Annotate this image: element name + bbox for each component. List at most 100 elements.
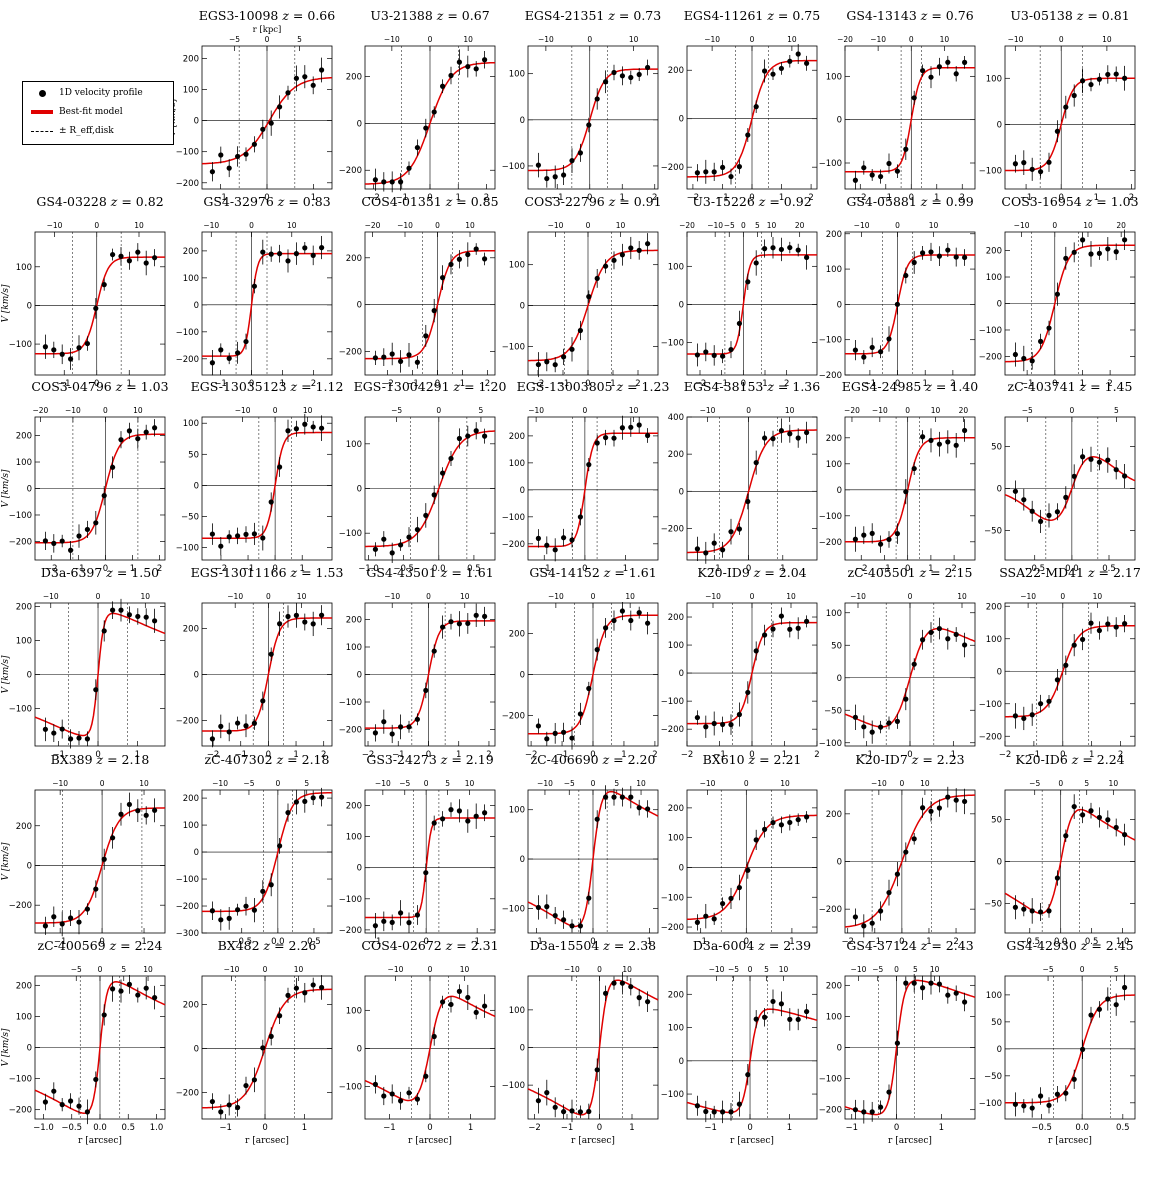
data-point xyxy=(243,897,248,916)
data-point xyxy=(620,788,625,807)
data-point xyxy=(415,356,420,369)
panel-frame xyxy=(365,790,495,933)
y-tick-label: 0 xyxy=(194,301,199,311)
panel-title: EGS4-38153 z = 1.36 xyxy=(684,379,820,394)
data-point xyxy=(118,247,123,266)
kpc-tick-label: 0 xyxy=(597,965,602,974)
kpc-tick-label: 5 xyxy=(445,779,450,788)
data-point xyxy=(482,253,487,266)
y-tick-label: 100 xyxy=(16,1012,32,1022)
data-point xyxy=(720,349,725,363)
kpc-tick-label: −10 xyxy=(705,592,721,601)
y-tick-label: 100 xyxy=(986,273,1002,283)
kpc-tick-label: 10 xyxy=(133,406,143,415)
data-point xyxy=(603,986,608,1001)
panel-title: GS4-43501 z = 1.61 xyxy=(366,565,493,580)
data-point xyxy=(628,237,633,259)
kpc-tick-label: −10 xyxy=(203,221,219,230)
kpc-tick-label: 0 xyxy=(275,779,280,788)
red-line-icon xyxy=(31,110,53,114)
data-point xyxy=(51,724,56,742)
x-tick-label: 0.5 xyxy=(121,1123,135,1133)
y-tick-label: 0 xyxy=(27,861,32,871)
kpc-tick-label: 10 xyxy=(1102,35,1112,44)
panel-EGS4-38153: EGS4-38153 z = 1.36−1 0 1−2000200400−10 0 10 xyxy=(661,379,821,574)
y-tick-label: 50 xyxy=(991,1018,1002,1028)
panel-title: GS4-32976 z = 0.83 xyxy=(203,194,330,209)
data-point xyxy=(381,710,386,734)
data-point xyxy=(218,147,223,164)
kpc-tick-label: 20 xyxy=(959,406,969,415)
kpc-tick-label: −10 xyxy=(850,592,866,601)
kpc-tick-label: 10 xyxy=(465,779,475,788)
y-tick-label: 100 xyxy=(346,833,362,843)
data-point xyxy=(474,803,479,828)
y-tick-label: −100 xyxy=(502,904,525,914)
data-point xyxy=(440,811,445,826)
data-point xyxy=(227,530,232,543)
panel-title: GS4-37124 z = 2.43 xyxy=(846,938,973,953)
data-point xyxy=(804,56,809,71)
kpc-tick-label: −5 xyxy=(1029,779,1040,788)
y-axis-label: V [km/s] xyxy=(1,469,11,508)
kpc-tick-label: 5 xyxy=(764,965,769,974)
data-point xyxy=(285,605,290,627)
data-point xyxy=(465,613,470,634)
data-point xyxy=(611,65,616,80)
y-tick-label: −200 xyxy=(176,355,199,365)
y-tick-label: 100 xyxy=(346,643,362,653)
data-point xyxy=(886,880,891,906)
data-point xyxy=(695,343,700,366)
data-point xyxy=(210,901,215,919)
data-point xyxy=(1038,903,1043,921)
kpc-tick-label: 0 xyxy=(909,35,914,44)
kpc-tick-label: −10 xyxy=(564,965,580,974)
data-point xyxy=(440,79,445,93)
kpc-tick-label: −10 xyxy=(1020,592,1036,601)
kpc-tick-label: −10 xyxy=(397,221,413,230)
y-tick-label: 50 xyxy=(991,815,1002,825)
kpc-tick-label: 0 xyxy=(746,406,751,415)
data-point xyxy=(227,159,232,177)
data-point xyxy=(448,614,453,630)
data-point xyxy=(770,68,775,80)
y-tick-label: 0 xyxy=(520,671,525,681)
y-tick-label: 100 xyxy=(16,636,32,646)
data-point xyxy=(406,1087,411,1099)
y-tick-label: 100 xyxy=(509,1006,525,1016)
data-point xyxy=(1114,66,1119,81)
x-tick-label: −1 xyxy=(704,1123,717,1133)
data-point xyxy=(544,169,549,187)
legend-label-reff: ± R_eff,disk xyxy=(59,126,114,136)
x-tick-label: 0 xyxy=(747,1123,752,1133)
data-point xyxy=(645,428,650,443)
data-point xyxy=(60,720,65,739)
kpc-tick-label: 0 xyxy=(266,592,271,601)
data-point xyxy=(1122,615,1127,632)
data-point xyxy=(235,904,240,916)
kpc-tick-label: 10 xyxy=(460,965,470,974)
data-point xyxy=(1013,1092,1018,1116)
data-point xyxy=(645,60,650,76)
data-point xyxy=(611,977,616,990)
y-tick-label: 50 xyxy=(831,641,842,651)
data-point xyxy=(252,1068,257,1093)
data-point xyxy=(853,705,858,730)
x-tick-label: −1.0 xyxy=(33,1123,54,1133)
x-tick-label: −1 xyxy=(845,1123,858,1133)
x-tick-label: 1.0 xyxy=(150,1123,164,1133)
data-point xyxy=(482,51,487,68)
data-point xyxy=(611,430,616,447)
y-tick-label: 200 xyxy=(826,230,842,240)
data-point xyxy=(135,243,140,261)
data-point xyxy=(415,713,420,725)
bottom-axis-label: r [arcsec] xyxy=(78,1136,122,1146)
data-point xyxy=(1105,987,1110,1010)
y-tick-label: 100 xyxy=(826,72,842,82)
data-point xyxy=(745,494,750,510)
panel-GS4-43501: GS4-43501 z = 1.61−2 −1 0 1 2−200−1000100200… xyxy=(339,565,495,760)
data-point xyxy=(853,171,858,190)
data-point xyxy=(703,160,708,184)
y-tick-label: 200 xyxy=(509,432,525,442)
kpc-tick-label: 5 xyxy=(304,779,309,788)
